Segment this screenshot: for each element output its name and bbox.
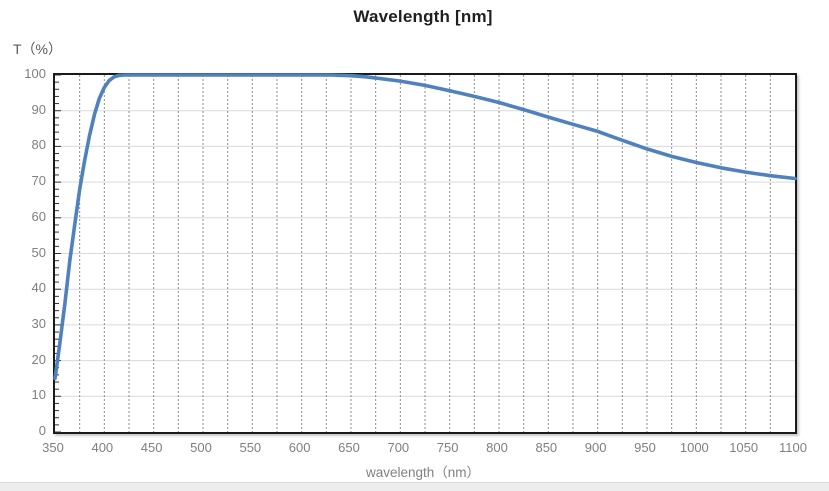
y-tick-label: 90 [31,101,46,117]
y-tick-label: 30 [31,315,46,331]
y-axis-unit-label: T（%） [13,41,62,57]
x-tick-label: 800 [486,440,508,455]
x-tick-label: 1050 [729,440,759,455]
x-tick-label: 850 [535,440,558,455]
y-tick-label: 40 [31,280,46,296]
y-tick-label: 70 [31,173,46,189]
y-tick-label: 50 [31,244,46,260]
y-tick-label: 80 [31,137,46,153]
x-tick-label: 500 [190,440,212,455]
y-tick-label: 0 [38,423,46,438]
x-tick-label: 900 [584,440,607,455]
x-axis-title: wavelength（nm） [365,465,481,480]
x-tick-label: 400 [91,440,114,455]
x-tick-label: 1000 [679,440,709,455]
x-tick-label: 700 [387,440,410,455]
x-tick-label: 1100 [779,440,807,455]
plot-area [53,73,797,434]
y-tick-label: 60 [31,208,46,224]
x-tick-label: 550 [239,440,262,455]
x-tick-label: 450 [140,440,163,455]
chart-title: Wavelength [nm] [353,7,493,26]
y-tick-label: 20 [31,351,46,367]
x-tick-label: 950 [634,440,656,455]
x-tick-label: 600 [288,440,311,455]
x-tick-label: 650 [338,440,360,455]
y-tick-label: 100 [24,66,46,81]
transmission-curve [53,73,797,381]
transmission-curve-plot [53,73,797,433]
y-tick-label: 10 [31,387,46,403]
window-bottom-edge [0,482,829,491]
x-tick-label: 350 [42,440,64,455]
x-tick-label: 750 [436,440,459,455]
